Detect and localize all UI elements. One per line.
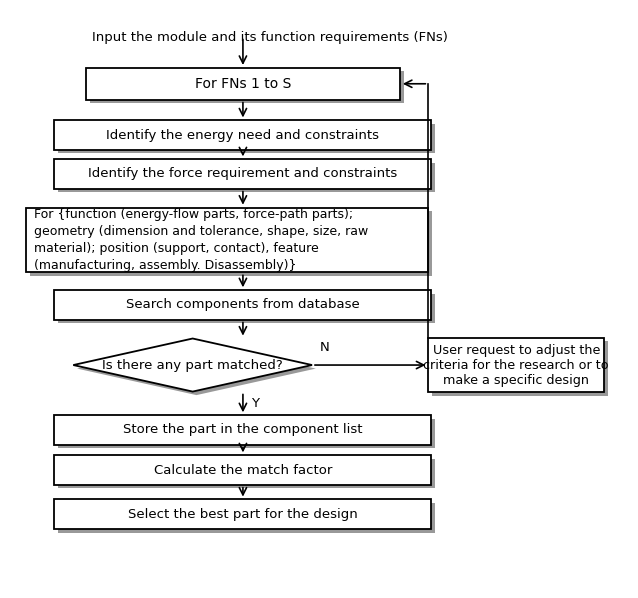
Bar — [26, 208, 428, 273]
Bar — [89, 71, 404, 103]
Text: User request to adjust the
criteria for the research or to
make a specific desig: User request to adjust the criteria for … — [424, 343, 609, 386]
Text: For {function (energy-flow parts, force-path parts);
geometry (dimension and tol: For {function (energy-flow parts, force-… — [34, 208, 368, 272]
Text: Calculate the match factor: Calculate the match factor — [154, 463, 332, 477]
Text: Identify the force requirement and constraints: Identify the force requirement and const… — [88, 167, 397, 181]
Bar — [58, 294, 435, 323]
Bar — [54, 455, 431, 485]
Text: For FNs 1 to S: For FNs 1 to S — [195, 77, 291, 91]
Bar — [58, 459, 435, 489]
Bar — [58, 503, 435, 532]
Text: Y: Y — [251, 397, 259, 410]
Bar — [58, 124, 435, 153]
Bar — [86, 68, 400, 100]
Bar — [54, 415, 431, 445]
Bar — [428, 338, 604, 392]
Bar — [54, 290, 431, 320]
Text: Input the module and its function requirements (FNs): Input the module and its function requir… — [92, 30, 448, 44]
Bar — [58, 419, 435, 448]
Text: Select the best part for the design: Select the best part for the design — [128, 508, 358, 521]
Polygon shape — [77, 342, 316, 395]
Text: Search components from database: Search components from database — [126, 298, 360, 312]
Polygon shape — [73, 338, 312, 392]
Bar — [58, 163, 435, 193]
Text: Store the part in the component list: Store the part in the component list — [123, 423, 362, 437]
Bar — [54, 159, 431, 189]
Text: Identify the energy need and constraints: Identify the energy need and constraints — [107, 129, 380, 142]
Text: N: N — [320, 341, 329, 355]
Bar — [30, 211, 432, 276]
Bar — [432, 341, 608, 396]
Bar — [54, 120, 431, 150]
Text: Is there any part matched?: Is there any part matched? — [102, 359, 283, 371]
Bar — [54, 499, 431, 529]
